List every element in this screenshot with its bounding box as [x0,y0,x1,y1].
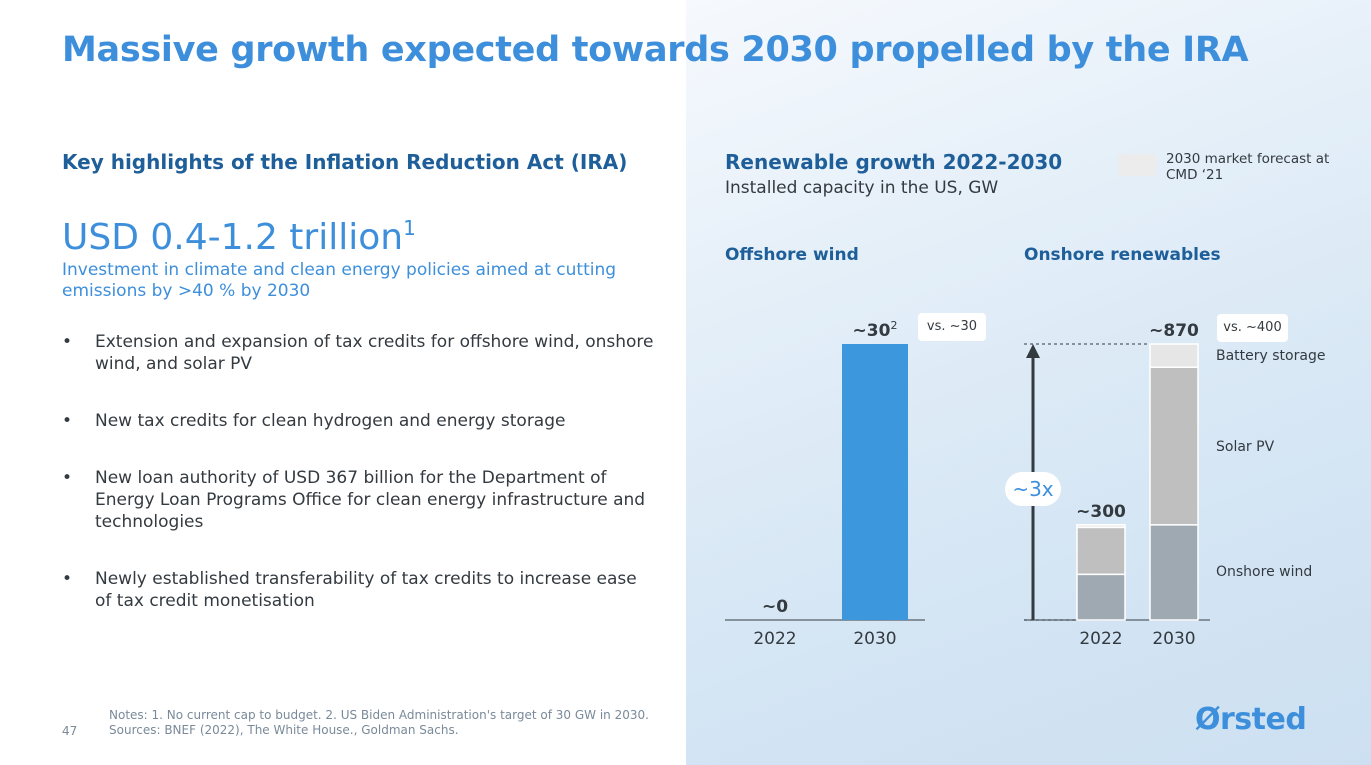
bullet-icon: • [62,468,73,488]
page-number: 47 [62,724,78,738]
investment-amount: USD 0.4-1.2 trillion [62,217,404,258]
offshore-bar-2030 [842,344,908,620]
series-label-solar-pv: Solar PV [1216,439,1275,455]
onshore-comparison-badge: vs. ~400 [1217,314,1288,342]
series-label-onshore-wind: Onshore wind [1216,564,1312,580]
bullet-icon: • [62,332,73,352]
investment-description: Investment in climate and clean energy p… [62,260,617,301]
list-item-text: New tax credits for clean hydrogen and e… [95,411,566,431]
orsted-logo: Ørsted [1195,702,1307,737]
onshore-total-label-2022: ~300 [1076,502,1126,522]
investment-figure: USD 0.4-1.2 trillion1 [62,216,416,258]
highlights-heading: Key highlights of the Inflation Reductio… [62,150,628,174]
chart-subtitle: Installed capacity in the US, GW [725,178,999,198]
onshore-x-tick-2022: 2022 [1079,629,1122,649]
chart-title: Renewable growth 2022-2030 [725,150,1063,174]
offshore-comparison-badge: vs. ~30 [918,313,986,341]
onshore-x-tick-2030: 2030 [1152,629,1195,649]
notes-text: Notes: 1. No current cap to budget. 2. U… [109,708,649,722]
growth-multiplier-badge: ~3x [1005,472,1061,506]
investment-footnote-ref: 1 [403,216,416,240]
list-item-text: New loan authority of USD 367 billion fo… [95,468,646,532]
legend-swatch [1118,154,1156,176]
onshore-bar-2030-battery-storage [1149,343,1199,368]
offshore-value-label-2022: ~0 [762,597,788,617]
chart-panel-background [686,0,1371,765]
list-item-text: Newly established transferability of tax… [95,569,637,611]
onshore-bar-2030-onshore-wind [1149,524,1199,621]
offshore-panel-title: Offshore wind [725,245,859,265]
chart-marks: ~0 2022 ~302 2030 ~300 2022 ~870 2030 Onshore wi… [725,319,1325,649]
sources-text: Sources: BNEF (2022), The White House., … [109,723,459,737]
legend-label: 2030 market forecast at CMD ‘21 [1166,151,1330,183]
list-item-text: Extension and expansion of tax credits f… [95,332,654,374]
onshore-panel-title: Onshore renewables [1024,245,1221,265]
offshore-x-tick-2030: 2030 [853,629,896,649]
offshore-x-tick-2022: 2022 [753,629,796,649]
footnotes: Notes: 1. No current cap to budget. 2. U… [109,708,649,738]
offshore-value-label-2030: ~302 [853,319,898,341]
onshore-bar-2022-solar-pv [1076,526,1126,576]
onshore-total-label-2030: ~870 [1149,321,1199,341]
bullet-icon: • [62,411,73,431]
bullet-icon: • [62,569,73,589]
growth-arrow-head-icon [1026,344,1040,358]
series-label-battery-storage: Battery storage [1216,348,1325,364]
onshore-bar-2022-onshore-wind [1076,573,1126,621]
onshore-bar-2022-battery-storage [1076,524,1126,529]
page-title: Massive growth expected towards 2030 pro… [62,30,1249,70]
onshore-bar-2030-solar-pv [1149,366,1199,526]
